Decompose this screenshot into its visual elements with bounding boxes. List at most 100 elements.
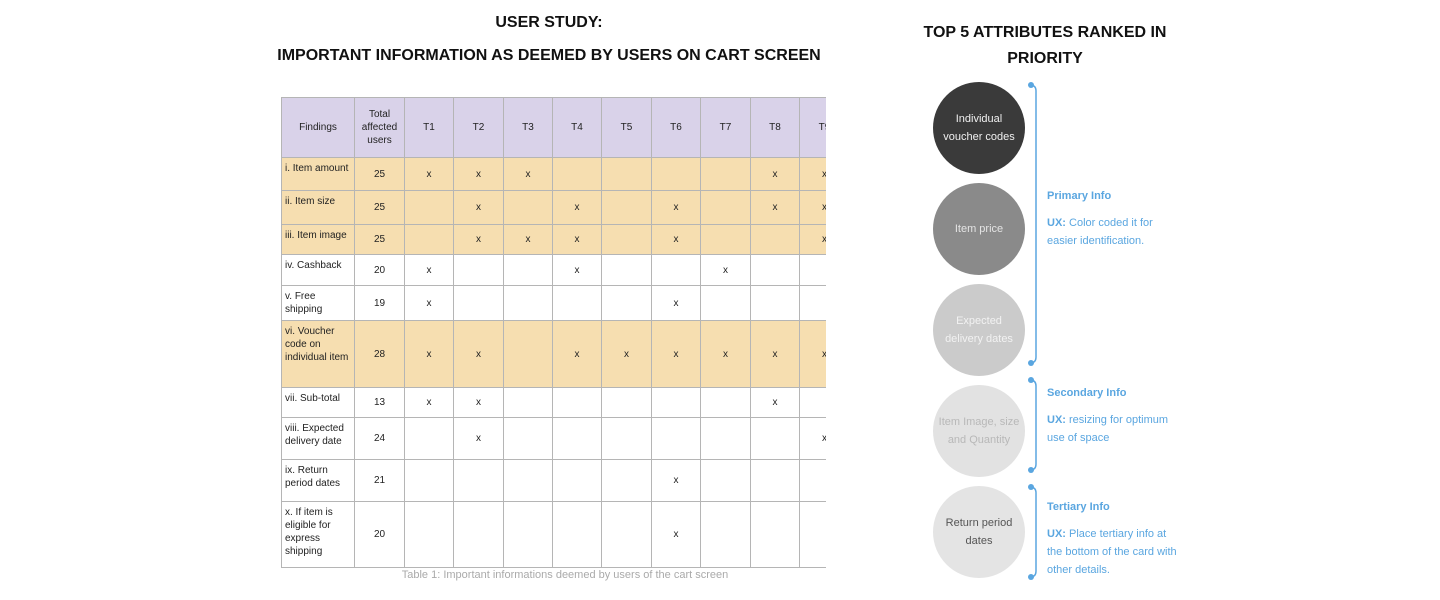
table-wrap: Findings Total affected users T1 T2 T3 T4 T5 T6… <box>281 97 826 568</box>
ux-label: UX: <box>1047 217 1066 229</box>
attribute-circle: Expected delivery dates <box>933 284 1025 376</box>
ux-text: Color coded it for easier identification… <box>1047 217 1153 247</box>
table-cell <box>453 501 504 568</box>
finding-cell: v. Free shipping <box>281 285 355 321</box>
header-cell: Total affected users <box>354 97 405 158</box>
attribute-circle: Item price <box>933 183 1025 275</box>
table-cell: x <box>601 320 652 388</box>
group-title: Tertiary Info <box>1047 501 1110 513</box>
table-cell: 20 <box>354 254 405 286</box>
bracket-dot <box>1028 377 1034 383</box>
table-cell <box>799 254 826 286</box>
finding-cell: ii. Item size <box>281 190 355 225</box>
finding-cell: vi. Voucher code on individual item <box>281 320 355 388</box>
table-cell: x <box>404 320 454 388</box>
ux-text: resizing for optimum use of space <box>1047 414 1169 444</box>
table-cell <box>750 417 800 460</box>
group-title: Secondary Info <box>1047 387 1127 399</box>
table-cell <box>601 190 652 225</box>
bracket <box>1029 486 1037 578</box>
table-cell: 25 <box>354 157 405 191</box>
table-cell <box>700 157 751 191</box>
ux-text: Place tertiary info at the bottom of the… <box>1047 528 1177 576</box>
table-cell <box>552 501 602 568</box>
table-cell <box>601 501 652 568</box>
title-line: USER STUDY: <box>495 14 603 31</box>
table-cell <box>700 285 751 321</box>
table-cell: x <box>404 157 454 191</box>
bracket-dot <box>1028 467 1034 473</box>
table-cell: x <box>799 157 826 191</box>
table-cell <box>601 285 652 321</box>
finding-cell: i. Item amount <box>281 157 355 191</box>
title-line: IMPORTANT INFORMATION AS DEEMED BY USERS… <box>277 47 821 64</box>
table-cell: x <box>700 320 751 388</box>
table-cell <box>601 157 652 191</box>
table-cell <box>651 387 701 418</box>
table-cell: x <box>750 157 800 191</box>
table-cell <box>750 224 800 255</box>
table-cell <box>700 417 751 460</box>
table-cell: x <box>651 224 701 255</box>
table-cell <box>750 285 800 321</box>
table-cell: x <box>552 320 602 388</box>
finding-cell: iii. Item image <box>281 224 355 255</box>
table-cell <box>404 224 454 255</box>
table-cell: 21 <box>354 459 405 502</box>
header-cell: T5 <box>601 97 652 158</box>
finding-cell: viii. Expected delivery date <box>281 417 355 460</box>
group-title: Primary Info <box>1047 190 1112 202</box>
header-cell: T7 <box>700 97 751 158</box>
table-cell: x <box>799 417 826 460</box>
table-cell <box>552 417 602 460</box>
table-row: ix. Return period dates 21 x <box>281 459 826 502</box>
table-cell: 25 <box>354 224 405 255</box>
table-cell: x <box>453 190 504 225</box>
header-cell: T6 <box>651 97 701 158</box>
table-row: vii. Sub-total 13 x x x <box>281 387 826 418</box>
table-cell <box>453 254 504 286</box>
ux-label: UX: <box>1047 528 1066 540</box>
table-cell: x <box>552 254 602 286</box>
bracket-dot <box>1028 82 1034 88</box>
table-cell <box>700 224 751 255</box>
table-cell <box>601 224 652 255</box>
attribute-circle: Item Image, size and Quantity <box>933 385 1025 477</box>
table-cell <box>700 501 751 568</box>
table-cell <box>552 459 602 502</box>
header-cell: T4 <box>552 97 602 158</box>
bracket-dot <box>1028 574 1034 580</box>
table-cell: x <box>799 190 826 225</box>
table-cell <box>750 254 800 286</box>
table-row: v. Free shipping 19 x x <box>281 285 826 321</box>
table-cell <box>552 157 602 191</box>
attribute-circle: Individual voucher codes <box>933 82 1025 174</box>
header-cell: T3 <box>503 97 553 158</box>
header-cell: Findings <box>281 97 355 158</box>
table-cell <box>651 157 701 191</box>
left-title: USER STUDY: IMPORTANT INFORMATION AS DEE… <box>249 6 849 72</box>
table-cell <box>503 320 553 388</box>
table-cell <box>503 501 553 568</box>
finding-cell: vii. Sub-total <box>281 387 355 418</box>
table-cell: x <box>651 501 701 568</box>
bracket <box>1029 379 1037 471</box>
finding-cell: iv. Cashback <box>281 254 355 286</box>
table-row: ii. Item size 25 x x x x x <box>281 190 826 225</box>
group-ux: UX: resizing for optimum use of space <box>1047 411 1177 447</box>
table-row: vi. Voucher code on individual item 28 x x x… <box>281 320 826 388</box>
table-cell: 20 <box>354 501 405 568</box>
right-title: TOP 5 ATTRIBUTES RANKED IN PRIORITY <box>923 24 1167 67</box>
table-cell: x <box>453 157 504 191</box>
table-cell: x <box>453 320 504 388</box>
table-cell: x <box>799 320 826 388</box>
table-cell: x <box>552 224 602 255</box>
ux-label: UX: <box>1047 414 1066 426</box>
table-cell: 28 <box>354 320 405 388</box>
table-cell <box>453 459 504 502</box>
table-cell <box>700 190 751 225</box>
table-row: iv. Cashback 20 x x x <box>281 254 826 286</box>
finding-cell: x. If item is eligible for express shipp… <box>281 501 355 568</box>
